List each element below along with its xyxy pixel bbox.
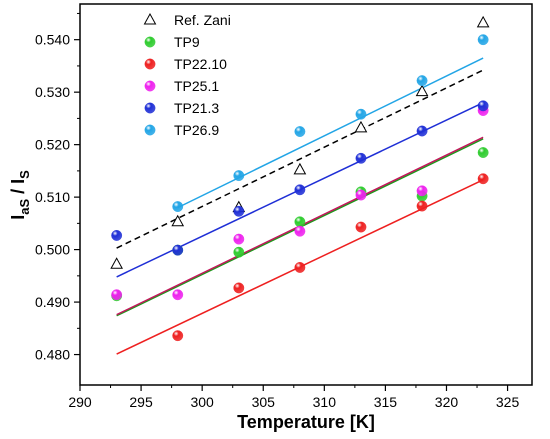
legend-label: TP22.10 [174, 56, 227, 72]
legend-marker [144, 58, 156, 70]
legend-marker [144, 124, 156, 136]
legend-marker [144, 36, 156, 48]
x-axis-title: Temperature [K] [237, 412, 375, 432]
legend-marker [144, 80, 156, 92]
legend-label: TP9 [174, 34, 200, 50]
y-tick-label: 0.480 [35, 347, 70, 363]
data-markers [110, 15, 490, 342]
legend-label: Ref. Zani [174, 12, 231, 28]
fit-line [116, 69, 484, 249]
data-point [354, 120, 368, 133]
data-point [294, 216, 306, 228]
x-tick-label: 315 [374, 394, 398, 410]
legend-label: TP25.1 [174, 78, 219, 94]
data-point [233, 170, 245, 182]
data-point [111, 230, 123, 241]
y-tick-label: 0.540 [35, 32, 70, 48]
legend-marker [143, 12, 157, 25]
data-point [415, 84, 429, 97]
data-point [233, 246, 245, 258]
y-tick-label: 0.520 [35, 137, 70, 153]
y-tick-label: 0.490 [35, 294, 70, 310]
data-point [477, 147, 489, 158]
x-tick-label: 295 [129, 394, 153, 410]
x-tick-label: 290 [68, 394, 92, 410]
data-point [294, 184, 306, 196]
data-point [172, 330, 184, 342]
data-point [172, 201, 184, 212]
data-point [355, 189, 367, 201]
data-point [355, 108, 367, 120]
y-tick-label: 0.510 [35, 189, 70, 205]
data-point [294, 225, 306, 237]
y-axis-title: IaS / IS [8, 170, 32, 220]
x-tick-label: 300 [190, 394, 214, 410]
y-axis: 0.480 0.490 0.500 0.510 0.520 0.530 0.540 [35, 12, 80, 363]
y-tick-label: 0.530 [35, 84, 70, 100]
x-tick-label: 325 [496, 394, 520, 410]
data-point [477, 173, 489, 185]
data-point [477, 100, 489, 112]
data-point [111, 289, 123, 301]
x-tick-label: 310 [313, 394, 337, 410]
data-point [172, 244, 184, 256]
data-point [416, 185, 428, 197]
fit-lines [116, 57, 484, 355]
data-point [172, 289, 184, 301]
fit-line [177, 57, 484, 209]
data-point [171, 214, 185, 227]
data-point [233, 205, 245, 217]
x-tick-label: 305 [252, 394, 276, 410]
data-point [293, 162, 307, 175]
data-point [233, 233, 245, 245]
data-point [294, 126, 306, 137]
data-point [355, 152, 367, 164]
data-point [476, 15, 490, 28]
data-point [416, 200, 428, 212]
legend-label: TP21.3 [174, 100, 219, 116]
data-point [233, 282, 245, 294]
legend-label: TP26.9 [174, 122, 219, 138]
data-point [294, 262, 306, 273]
x-axis: 290 295 300 305 310 315 320 325 [68, 385, 519, 410]
data-point [355, 221, 367, 233]
data-point [416, 75, 428, 87]
y-tick-label: 0.500 [35, 242, 70, 258]
legend-marker [144, 102, 156, 114]
data-point [416, 125, 428, 137]
data-point [110, 257, 123, 269]
plot-frame [79, 3, 533, 386]
data-point [477, 34, 489, 46]
legend: Ref. Zani TP9 TP22.10 TP25.1 TP21.3 TP26.9 [143, 12, 231, 138]
x-tick-label: 320 [435, 394, 459, 410]
